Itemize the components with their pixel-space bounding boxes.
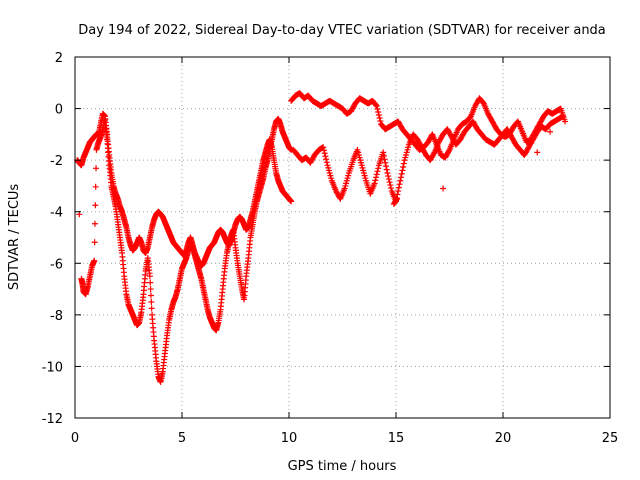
data-point — [381, 156, 388, 163]
series-isolated-points — [76, 128, 554, 218]
data-point — [320, 147, 327, 154]
data-point — [91, 239, 98, 246]
data-point — [375, 112, 382, 119]
data-point — [386, 179, 393, 186]
data-point — [373, 102, 380, 109]
data-point — [400, 160, 407, 167]
y-tick-label: -8 — [50, 309, 63, 324]
data-point — [562, 118, 569, 125]
grid-layer — [75, 57, 610, 418]
data-point — [559, 113, 566, 120]
data-point — [396, 181, 403, 188]
data-point — [323, 159, 330, 166]
data-point — [376, 115, 383, 122]
data-point — [534, 149, 541, 156]
labels-layer: 0 5 10 15 20 25 -12 -10 -8 -6 -4 -2 0 2 — [42, 51, 619, 446]
data-point — [146, 273, 153, 280]
data-point — [394, 195, 401, 202]
data-point — [399, 167, 406, 174]
data-point — [397, 174, 404, 181]
data-point — [322, 153, 329, 160]
data-point — [148, 298, 155, 305]
data-point — [397, 177, 404, 184]
data-point — [92, 183, 99, 190]
data-point — [383, 166, 390, 173]
data-point — [398, 170, 405, 177]
data-point — [91, 220, 98, 227]
y-axis-label: SDTVAR / TECUs — [7, 184, 22, 291]
data-point — [371, 180, 378, 187]
data-point — [374, 106, 381, 113]
data-point — [320, 144, 327, 151]
chart-title: Day 194 of 2022, Sidereal Day-to-day VTE… — [78, 23, 606, 38]
data-point — [380, 152, 387, 159]
y-tick-label: -4 — [50, 206, 63, 221]
data-point — [147, 286, 154, 293]
data-point — [288, 198, 295, 205]
y-tick-label: -2 — [50, 154, 63, 169]
data-point — [395, 188, 402, 195]
data-point — [440, 185, 447, 192]
data-point — [385, 176, 392, 183]
x-tick-label: 25 — [602, 431, 619, 446]
y-tick-label: -12 — [42, 412, 63, 427]
x-axis-label: GPS time / hours — [288, 459, 397, 474]
x-tick-label: 15 — [388, 431, 405, 446]
ticks-layer — [74, 56, 611, 419]
data-point — [373, 174, 380, 181]
series-track-4 — [290, 113, 566, 205]
data-point — [380, 149, 387, 156]
data-point — [92, 202, 99, 209]
plot-frame — [74, 56, 611, 419]
series-track-2 — [78, 115, 295, 385]
data-point — [377, 118, 384, 125]
data-point — [400, 164, 407, 171]
data-point — [91, 257, 98, 264]
data-point — [373, 171, 380, 178]
y-tick-label: 2 — [55, 51, 63, 66]
data-point — [323, 156, 330, 163]
data-point — [76, 211, 83, 218]
y-tick-label: -10 — [42, 360, 63, 375]
data-point — [445, 148, 452, 155]
data-point — [388, 185, 395, 192]
x-tick-label: 5 — [178, 431, 186, 446]
data-point — [384, 170, 391, 177]
data-point — [387, 182, 394, 189]
data-point — [372, 177, 379, 184]
data-point — [373, 102, 380, 109]
x-tick-label: 0 — [71, 431, 79, 446]
data-point — [385, 173, 392, 180]
data-point — [93, 165, 100, 172]
data-point — [395, 184, 402, 191]
data-point — [547, 128, 554, 135]
data-point — [374, 168, 381, 175]
data-point — [147, 279, 154, 286]
data-point — [148, 305, 155, 312]
y-tick-label: -6 — [50, 257, 63, 272]
data-point — [321, 150, 328, 157]
data-point — [383, 163, 390, 170]
y-tick-label: 0 — [55, 103, 63, 118]
x-tick-label: 20 — [495, 431, 512, 446]
data-point — [430, 150, 437, 157]
marks-layer — [74, 90, 569, 385]
data-point — [147, 292, 154, 299]
data-point — [375, 165, 382, 172]
data-point — [375, 109, 382, 116]
data-point — [382, 159, 389, 166]
x-tick-label: 10 — [281, 431, 298, 446]
